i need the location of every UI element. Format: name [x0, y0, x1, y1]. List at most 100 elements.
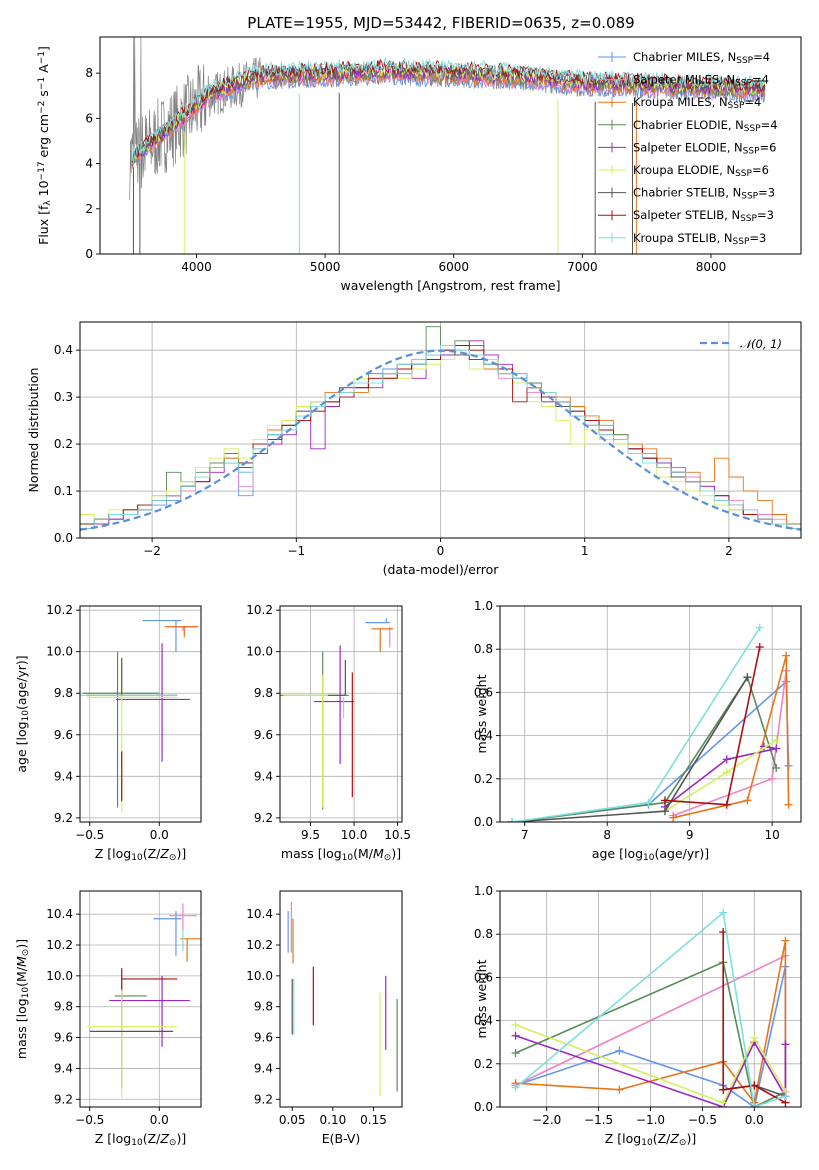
mass-weight-vs-age-lines — [508, 623, 793, 822]
y-tick-label: 0.8 — [474, 642, 493, 656]
y-tick-label: 4 — [85, 157, 93, 171]
label-part: )] — [176, 846, 186, 861]
label-part: A — [36, 64, 51, 77]
x-tick-label: −0.5 — [75, 1113, 104, 1127]
x-tick-label: −0.5 — [688, 1113, 717, 1127]
y-tick-label: 0.3 — [54, 390, 73, 404]
y-tick-label: 9.2 — [254, 811, 273, 825]
y-tick-label: 9.8 — [254, 686, 273, 700]
mass-vs-Z-xlabel: Z [log10(Z/Z⊙)] — [95, 1131, 186, 1148]
x-tick-label: 0.0 — [150, 828, 169, 842]
mass-vs-ebv-frame — [279, 890, 403, 1108]
x-tick-label: −1.5 — [584, 1113, 613, 1127]
x-tick-label: −2.0 — [532, 1113, 561, 1127]
spectrum-frame — [99, 36, 802, 255]
label-part: M — [14, 956, 29, 967]
y-tick-label: 10.2 — [246, 603, 273, 617]
x-tick-label: 1 — [581, 544, 589, 558]
label-part: age [ — [14, 741, 29, 773]
age-vs-Z-points — [80, 619, 199, 812]
y-tick-label: 0.2 — [474, 1057, 493, 1071]
label-part: 10 — [641, 1138, 653, 1148]
legend-label: Kroupa ELODIE, NSSP=6 — [633, 163, 769, 179]
mass-weight-line — [515, 955, 786, 1087]
label-part: =4 — [752, 73, 769, 87]
mass-weight-line — [515, 1024, 787, 1104]
label-part: Salpeter MILES, N — [633, 73, 735, 87]
label-part: SSP — [735, 169, 752, 179]
residual-legend: 𝒩(0, 1) — [700, 337, 782, 351]
label-part: )] — [176, 1131, 186, 1146]
x-tick-label: 8000 — [696, 260, 727, 274]
label-part: −17 — [37, 161, 47, 180]
x-tick-label: 0.15 — [360, 1113, 387, 1127]
mass-vs-Z-frame — [79, 890, 202, 1108]
x-tick-label: −1 — [287, 544, 305, 558]
spectrum-axes: 4000 5000 6000 7000 8000 0 2 4 6 8 — [85, 66, 726, 274]
label-part: log — [14, 721, 29, 740]
label-part: λ — [43, 200, 53, 206]
mass-weight-line — [515, 961, 786, 1107]
label-part: −2 — [37, 101, 47, 114]
label-part: Chabrier MILES, N — [633, 50, 736, 64]
y-tick-label: 10.0 — [246, 969, 273, 983]
legend-label: Salpeter ELODIE, NSSP=6 — [633, 140, 776, 156]
mass-weight-vs-Z-ylabel: mass weight — [474, 959, 489, 1038]
label-part: )] — [391, 846, 401, 861]
spectrum-ylabel: Flux [fλ 10−17 erg cm−2 s−1 A−1] — [36, 46, 53, 245]
y-tick-label: 9.4 — [54, 769, 73, 783]
label-part: =4 — [744, 95, 761, 109]
mass-weight-vs-age-frame — [499, 605, 802, 823]
x-tick-label: 9.5 — [301, 828, 320, 842]
label-part: log — [323, 846, 342, 861]
label-part: Normed distribution — [26, 368, 41, 493]
label-part: ⊙ — [169, 853, 177, 863]
label-part: 10 — [21, 710, 31, 722]
spectrum-lines — [129, 37, 766, 254]
y-tick-label: 10.2 — [46, 603, 73, 617]
y-tick-label: 9.2 — [54, 1092, 73, 1106]
label-part: =6 — [760, 140, 777, 154]
label-part: mass [ — [14, 1017, 29, 1059]
y-tick-label: 9.4 — [254, 1061, 273, 1075]
y-tick-label: 9.2 — [54, 811, 73, 825]
label-part: Kroupa STELIB, N — [633, 231, 733, 245]
y-tick-label: 6 — [85, 111, 93, 125]
x-tick-label: 7000 — [567, 260, 598, 274]
spectrum-xlabel: wavelength [Angstrom, rest frame] — [340, 278, 560, 293]
x-tick-label: 9 — [686, 828, 694, 842]
label-part: erg cm — [36, 114, 51, 162]
x-tick-label: 10.0 — [341, 828, 368, 842]
x-tick-label: 8 — [603, 828, 611, 842]
x-tick-label: 0 — [437, 544, 445, 558]
legend-label: Kroupa STELIB, NSSP=3 — [633, 231, 766, 247]
mass-vs-ebv-points — [287, 901, 398, 1097]
label-part: Z [ — [605, 1131, 622, 1146]
label-part: Kroupa MILES, N — [633, 95, 728, 109]
label-part: =4 — [761, 118, 778, 132]
mass-weight-line — [664, 745, 777, 808]
label-part: ⊙ — [679, 1138, 687, 1148]
mass-vs-ebv-axes: 0.05 0.10 0.15 9.2 9.4 9.6 9.8 10.0 10.2 10.4 — [246, 907, 387, 1127]
age-vs-Z-frame — [79, 605, 202, 823]
y-tick-label: 0 — [85, 247, 93, 261]
label-part: =6 — [752, 163, 769, 177]
age-vs-Z-axes: −0.5 0.0 9.2 9.4 9.6 9.8 10.0 10.2 — [46, 603, 201, 842]
label-part: SSP — [736, 56, 753, 66]
label-part: mass weight — [474, 959, 489, 1038]
x-tick-label: 7 — [521, 828, 529, 842]
label-part: Kroupa ELODIE, N — [633, 163, 735, 177]
y-tick-label: 0.0 — [54, 531, 73, 545]
mass-weight-line — [722, 932, 786, 1104]
label-part: (age/yr)] — [14, 655, 29, 710]
x-tick-label: 0.05 — [279, 1113, 306, 1127]
label-part: log — [14, 998, 29, 1017]
mass-weight-line — [512, 627, 761, 822]
label-part: SSP — [741, 192, 758, 202]
label-part: Z — [669, 1131, 679, 1146]
label-part: log — [112, 846, 131, 861]
label-part: log — [112, 1131, 131, 1146]
age-vs-Z-xlabel: Z [log10(Z/Z⊙)] — [95, 846, 186, 863]
y-tick-label: 0.1 — [54, 484, 73, 498]
